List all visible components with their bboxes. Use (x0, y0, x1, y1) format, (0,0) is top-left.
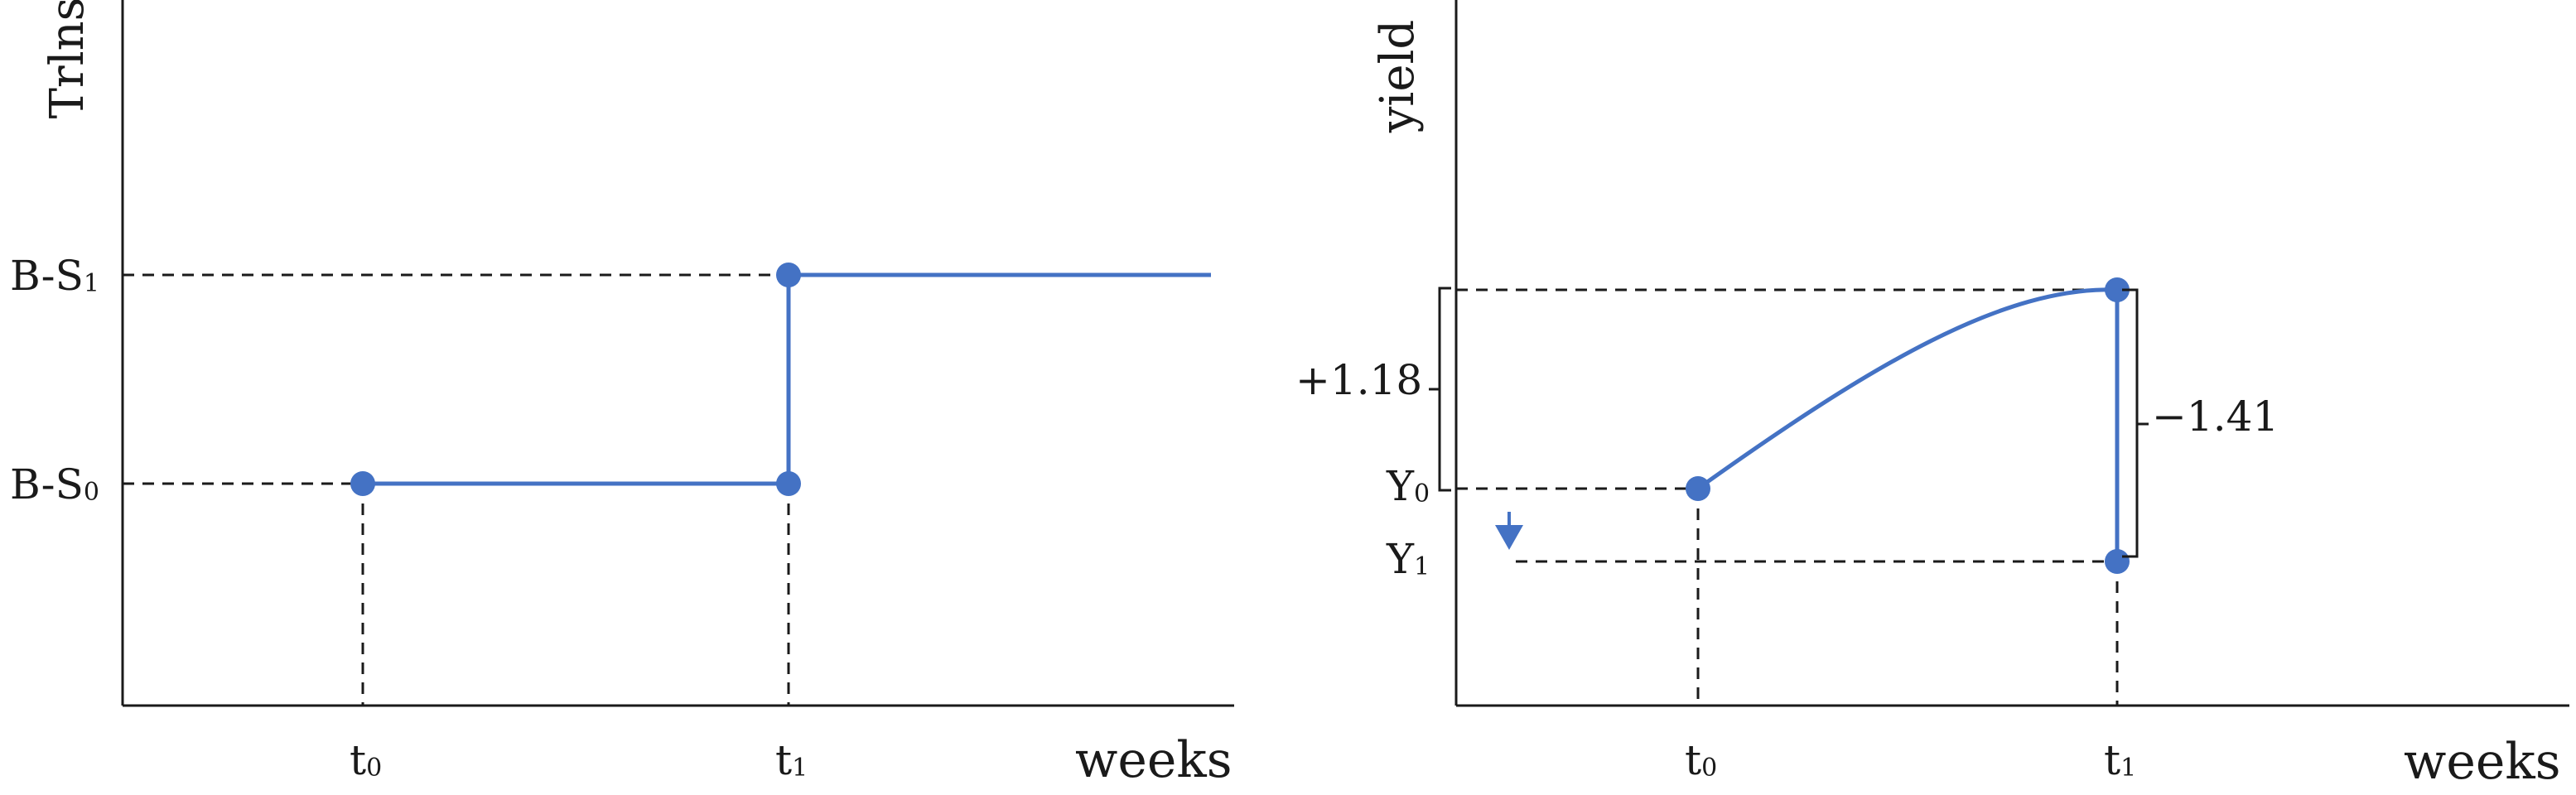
right-x-axis-label: weeks (2404, 733, 2561, 791)
right-ylevel-y0: Y0 (1386, 462, 1430, 510)
right-xtick-t1: t1 (2104, 736, 2136, 784)
right-drop-label: −1.41 (2152, 393, 2279, 441)
right-point-t0-y0 (1686, 476, 1710, 501)
right-rise-bracket (1438, 287, 1451, 492)
left-ylevel-bs1: B-S1 (10, 252, 99, 300)
right-xtick-t0: t0 (1685, 736, 1717, 784)
right-panel: yield +1.18 −1.41 Y0 Y1 (1295, 0, 2569, 791)
left-x-axis-label: weeks (1075, 731, 1233, 789)
left-xtick-t0: t0 (350, 736, 382, 784)
right-point-t1-top (2105, 277, 2130, 302)
left-y-axis-label: Trlns (41, 0, 94, 118)
left-xtick-t1: t1 (775, 736, 808, 784)
right-rise-label: +1.18 (1295, 356, 1422, 404)
right-series-curve (1696, 287, 2118, 491)
left-point-t1-bs0 (776, 471, 801, 496)
left-point-t1-bs1 (776, 263, 801, 287)
left-ylevel-bs0: B-S0 (10, 460, 99, 508)
left-series-line (363, 272, 1211, 486)
right-y-axis-label: yield (1371, 20, 1425, 133)
left-point-t0-bs0 (350, 471, 375, 496)
down-arrow-icon (1495, 512, 1523, 550)
right-ylevel-y1: Y1 (1386, 535, 1430, 583)
right-drop-bracket (2122, 288, 2139, 558)
left-panel: Trlns B-S1 B-S0 t0 t1 weeks (10, 0, 1234, 789)
right-point-t1-y1 (2105, 549, 2130, 574)
